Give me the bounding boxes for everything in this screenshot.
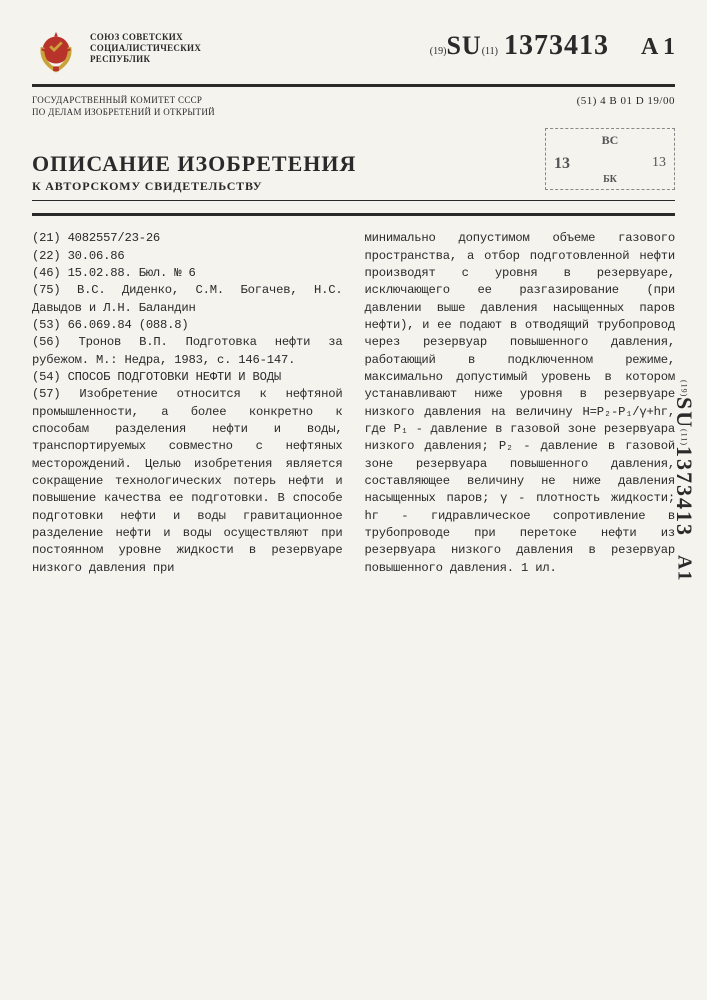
stamp-box: ВС 13 13 БК	[545, 128, 675, 190]
ussr-emblem	[32, 28, 80, 76]
side-kind: A1	[673, 555, 696, 581]
union-line3: РЕСПУБЛИК	[90, 54, 201, 65]
side-num: 1373413	[671, 446, 697, 537]
field-11: (11)	[482, 46, 498, 57]
stamp-bottom: БК	[603, 174, 617, 185]
union-line2: СОЦИАЛИСТИЧЕСКИХ	[90, 43, 201, 54]
page-title: ОПИСАНИЕ ИЗОБРЕТЕНИЯ	[32, 153, 525, 175]
side-su: SU	[671, 397, 697, 429]
union-text: СОЮЗ СОВЕТСКИХ СОЦИАЛИСТИЧЕСКИХ РЕСПУБЛИ…	[90, 28, 201, 64]
committee-line1: ГОСУДАРСТВЕННЫЙ КОМИТЕТ СССР	[32, 95, 215, 107]
doc-number: 1373413	[504, 30, 609, 62]
field-19: (19)	[430, 46, 447, 57]
union-line1: СОЮЗ СОВЕТСКИХ	[90, 32, 201, 43]
col2-text: минимально допустимом объеме газового пр…	[365, 230, 676, 577]
publication-number: (19) SU (11) 1373413 A 1	[430, 28, 675, 62]
side-19: (19)	[680, 380, 689, 397]
country-code: SU	[446, 31, 481, 61]
column-left: (21) 4082557/23-26 (22) 30.06.86 (46) 15…	[32, 230, 343, 577]
kind-code: A 1	[641, 34, 675, 61]
body-columns: (21) 4082557/23-26 (22) 30.06.86 (46) 15…	[32, 230, 675, 577]
stamp-top: ВС	[602, 133, 619, 148]
stamp-left: 13	[554, 155, 570, 173]
rule-thick	[32, 213, 675, 216]
ipc-code: (51) 4 B 01 D 19/00	[577, 95, 675, 107]
side-11: (11)	[680, 429, 689, 446]
column-right: минимально допустимом объеме газового пр…	[365, 230, 676, 577]
stamp-right: 13	[652, 155, 666, 171]
committee-line2: ПО ДЕЛАМ ИЗОБРЕТЕНИЙ И ОТКРЫТИЙ	[32, 107, 215, 119]
rule-mid	[32, 200, 675, 201]
col1-text: (21) 4082557/23-26 (22) 30.06.86 (46) 15…	[32, 230, 343, 577]
side-publication-number: (19) SU (11) 1373413 A1	[671, 380, 697, 582]
page-subtitle: К АВТОРСКОМУ СВИДЕТЕЛЬСТВУ	[32, 179, 525, 194]
committee-text: ГОСУДАРСТВЕННЫЙ КОМИТЕТ СССР ПО ДЕЛАМ ИЗ…	[32, 95, 215, 118]
rule-top	[32, 84, 675, 87]
